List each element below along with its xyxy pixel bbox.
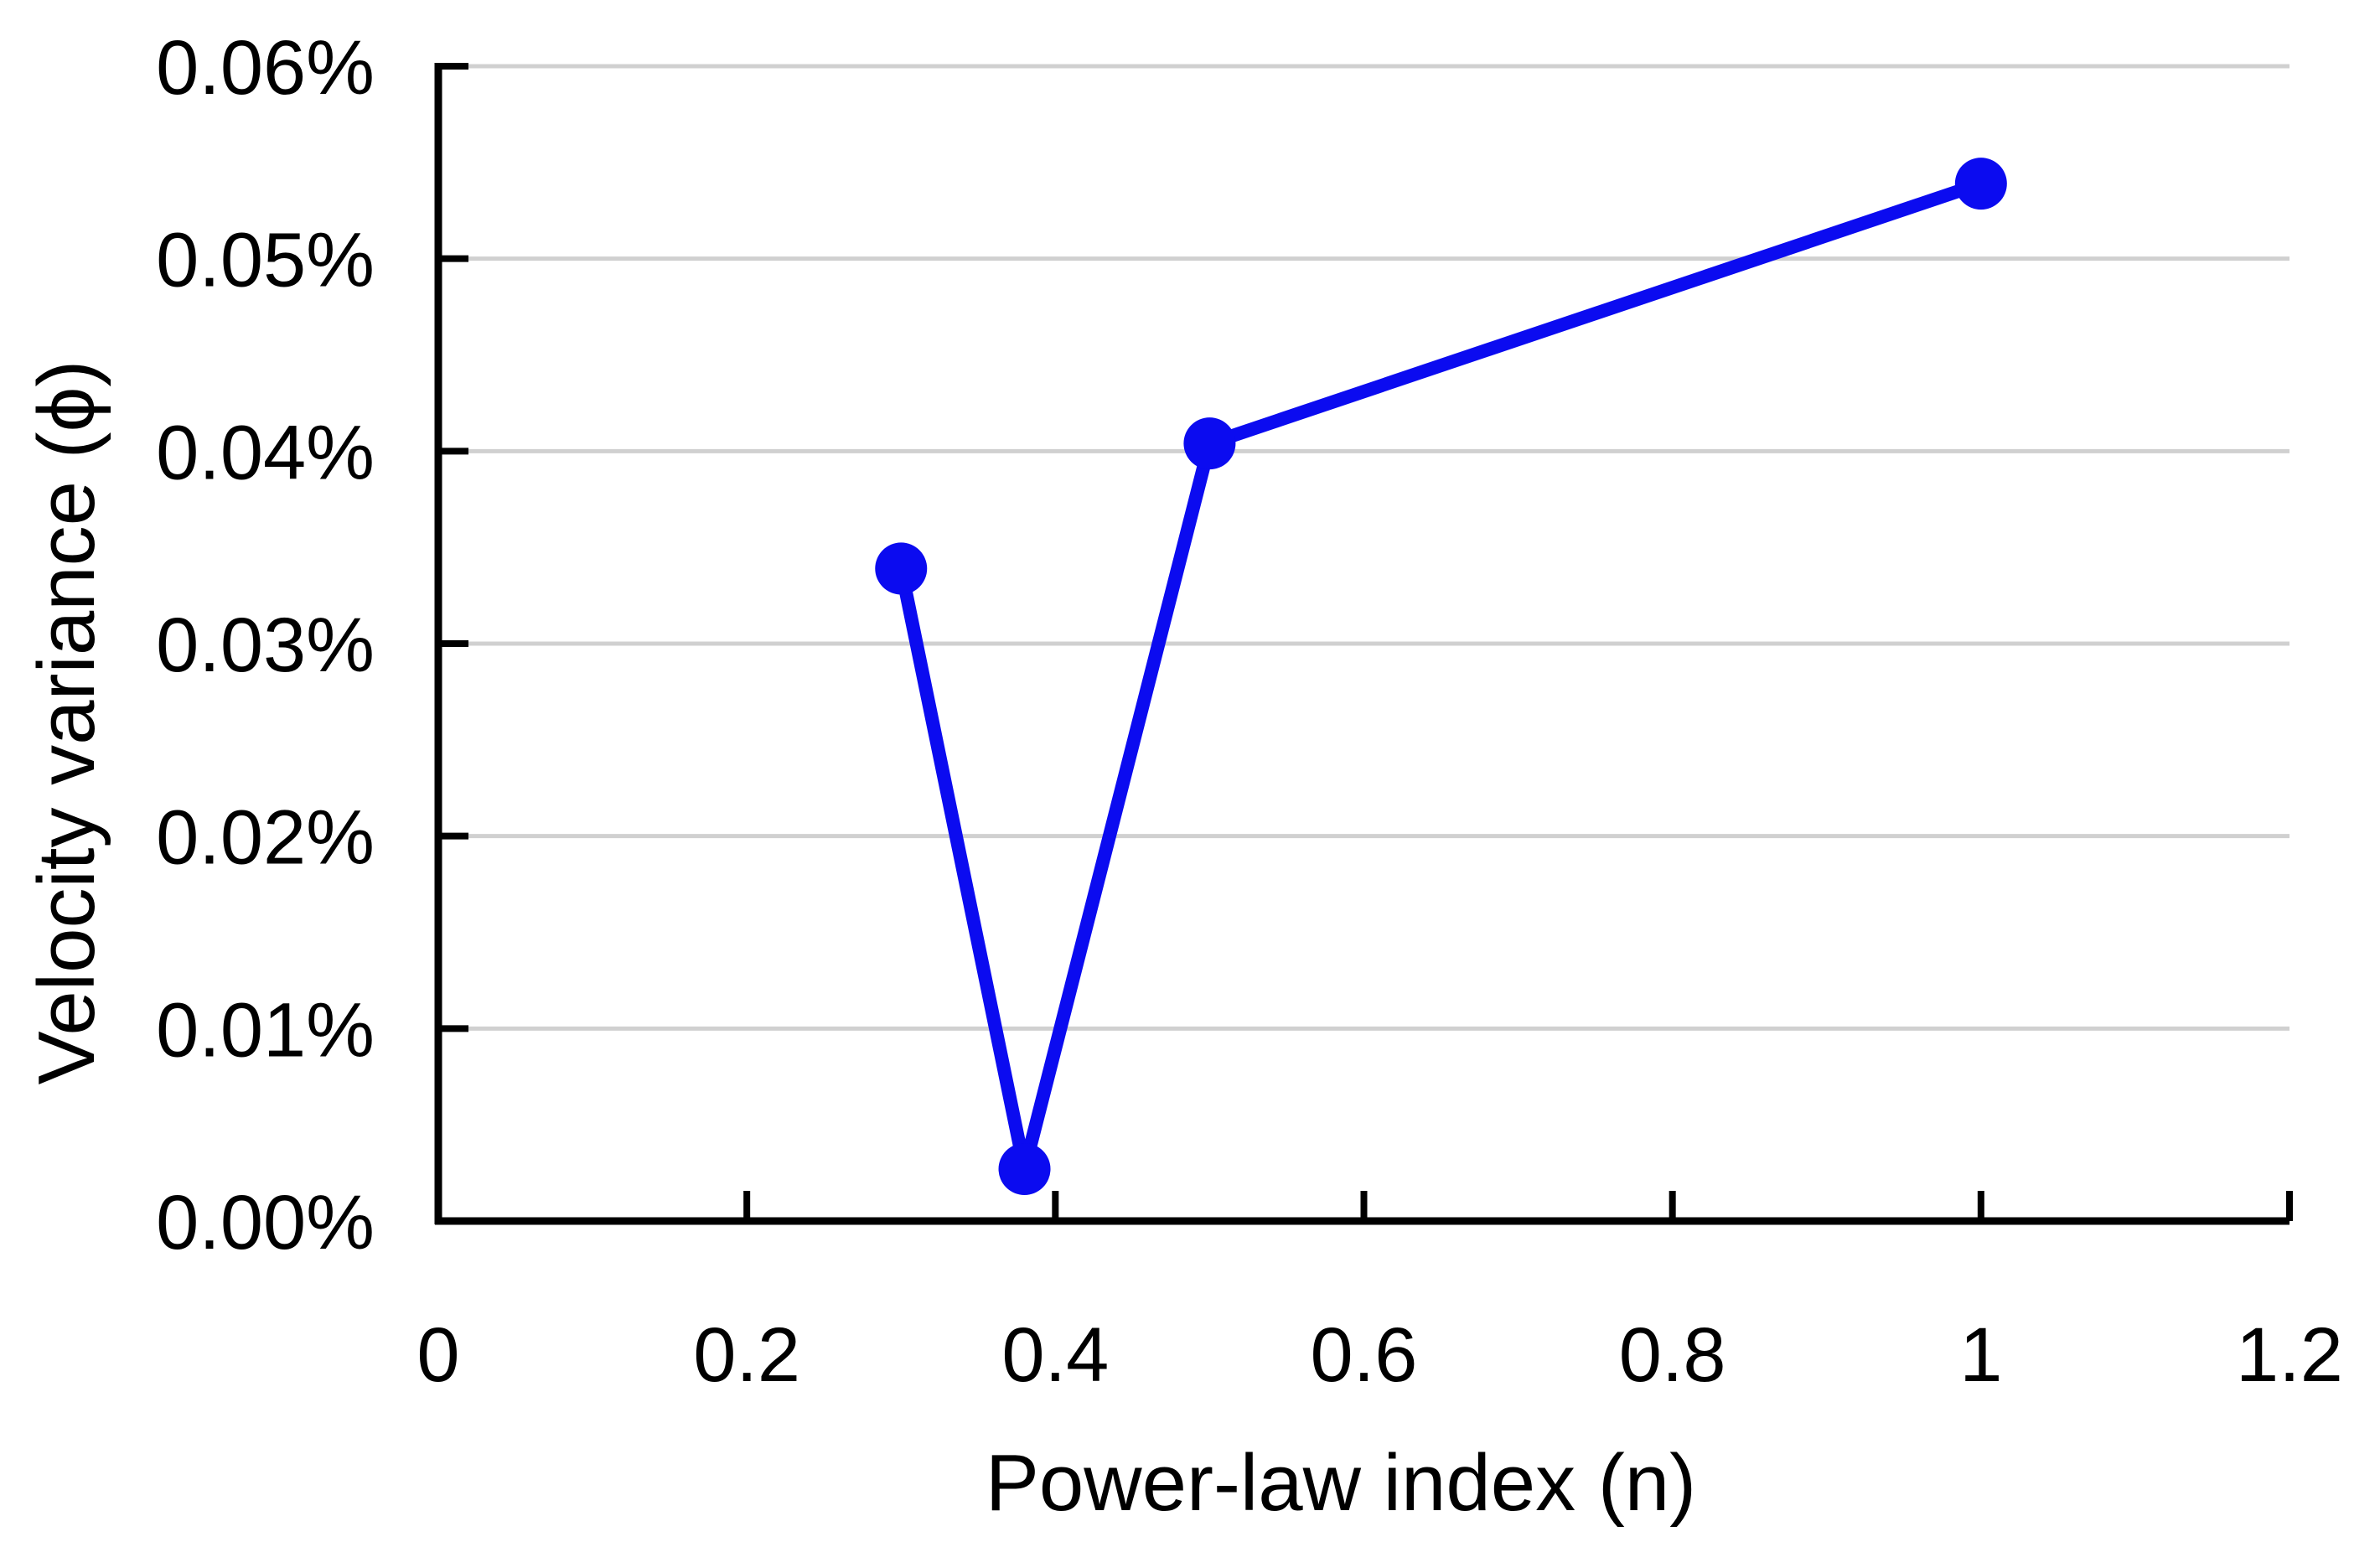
data-point-marker	[875, 542, 928, 595]
x-tick-label: 0.6	[1311, 1312, 1418, 1398]
y-tick-label: 0.04%	[156, 410, 375, 495]
series-line	[894, 177, 1988, 1176]
x-tick-label: 0	[416, 1312, 459, 1398]
gridlines-layer	[438, 64, 2289, 1031]
y-tick-label: 0.02%	[156, 795, 375, 881]
y-tick-label: 0.01%	[156, 987, 375, 1073]
data-point-marker	[1954, 158, 2007, 210]
x-tick-label: 1	[1959, 1312, 2002, 1398]
y-tick-label: 0.03%	[156, 603, 375, 688]
x-tick-label: 0.2	[693, 1312, 800, 1398]
x-tick-label: 0.8	[1619, 1312, 1726, 1398]
y-tick-label: 0.00%	[156, 1180, 375, 1265]
series-layer	[875, 158, 2007, 1195]
y-tick-label: 0.05%	[156, 218, 375, 303]
x-axis-title: Power-law index (n)	[986, 1438, 1696, 1528]
axes-layer	[434, 63, 2293, 1225]
y-tick-label: 0.06%	[156, 25, 375, 111]
tick-labels-layer: 0 0.2 0.4 0.6 0.8 1 1.2 0.00% 0.01% 0.02% 0.03% 0.0…	[156, 25, 2343, 1398]
x-tick-label: 1.2	[2236, 1312, 2343, 1398]
y-axis-title: Velocity variance (ϕ)	[22, 360, 111, 1085]
data-point-marker	[998, 1142, 1051, 1195]
x-tick-label: 0.4	[1001, 1312, 1109, 1398]
data-point-marker	[1183, 417, 1236, 470]
